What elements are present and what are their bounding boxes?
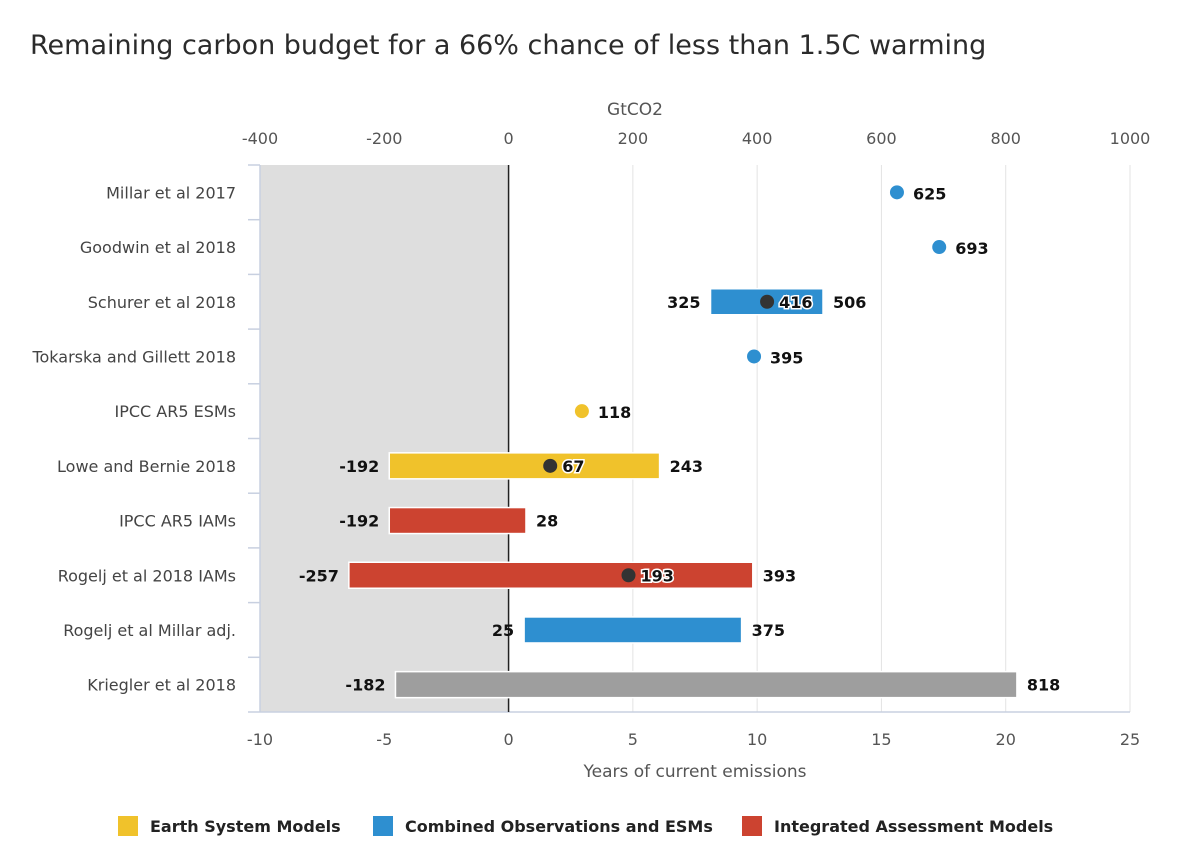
top-tick-label: 800 bbox=[990, 129, 1021, 148]
central-value-label: 193 bbox=[641, 566, 674, 585]
chart-title: Remaining carbon budget for a 66% chance… bbox=[30, 30, 986, 61]
bottom-tick-label: -10 bbox=[247, 730, 273, 749]
range-bar bbox=[388, 452, 661, 480]
bottom-tick-label: 25 bbox=[1120, 730, 1140, 749]
category-label: Tokarska and Gillett 2018 bbox=[31, 347, 236, 366]
top-tick-label: 400 bbox=[742, 129, 773, 148]
top-tick-label: 600 bbox=[866, 129, 897, 148]
high-value-label: 818 bbox=[1027, 676, 1060, 695]
bottom-tick-label: 5 bbox=[628, 730, 638, 749]
central-value-label: 416 bbox=[779, 293, 812, 312]
legend: Earth System Models Combined Observations… bbox=[118, 816, 1053, 836]
category-label: IPCC AR5 ESMs bbox=[114, 402, 236, 421]
point-value-label: 693 bbox=[955, 239, 988, 258]
bottom-axis-title: Years of current emissions bbox=[583, 762, 807, 782]
point-value-label: 625 bbox=[913, 184, 946, 203]
low-value-label: 325 bbox=[667, 293, 700, 312]
plot-area: -400 -200 0 200 400 600 800 1000 GtCO2 -10 -5 0 5 10 1… bbox=[31, 100, 1150, 782]
legend-label: Combined Observations and ESMs bbox=[405, 817, 713, 836]
central-estimate-marker bbox=[543, 458, 558, 473]
top-tick-label: -200 bbox=[366, 129, 402, 148]
category-label: Rogelj et al Millar adj. bbox=[63, 621, 236, 640]
bottom-tick-label: 10 bbox=[747, 730, 767, 749]
legend-swatch bbox=[118, 816, 138, 836]
bottom-tick-label: -5 bbox=[376, 730, 392, 749]
top-tick-label: 200 bbox=[618, 129, 649, 148]
legend-label: Integrated Assessment Models bbox=[774, 817, 1053, 836]
point-marker bbox=[932, 240, 947, 255]
high-value-label: 393 bbox=[763, 566, 796, 585]
negative-budget-region bbox=[260, 165, 509, 712]
category-label: Kriegler et al 2018 bbox=[87, 676, 236, 695]
low-value-label: -192 bbox=[339, 457, 379, 476]
category-label: Goodwin et al 2018 bbox=[80, 238, 236, 257]
top-axis-title: GtCO2 bbox=[607, 100, 663, 120]
category-label: IPCC AR5 IAMs bbox=[119, 512, 236, 531]
low-value-label: -257 bbox=[299, 566, 339, 585]
top-tick-label: -400 bbox=[242, 129, 278, 148]
bottom-tick-label: 15 bbox=[871, 730, 891, 749]
range-bar bbox=[394, 670, 1018, 699]
category-label: Rogelj et al 2018 IAMs bbox=[58, 566, 236, 585]
point-value-label: 395 bbox=[770, 348, 803, 367]
top-tick-label: 0 bbox=[503, 129, 513, 148]
category-label: Lowe and Bernie 2018 bbox=[57, 457, 236, 476]
point-marker bbox=[747, 349, 762, 364]
category-label: Schurer et al 2018 bbox=[88, 293, 236, 312]
high-value-label: 28 bbox=[536, 512, 558, 531]
legend-swatch bbox=[373, 816, 393, 836]
range-bar bbox=[388, 506, 527, 535]
range-bar bbox=[523, 616, 743, 644]
low-value-label: 25 bbox=[492, 621, 514, 640]
point-marker bbox=[889, 185, 904, 200]
point-marker bbox=[574, 404, 589, 419]
range-bar bbox=[348, 561, 754, 589]
central-estimate-marker bbox=[760, 294, 775, 309]
central-estimate-marker bbox=[621, 568, 636, 583]
bottom-tick-label: 0 bbox=[503, 730, 513, 749]
central-value-label: 67 bbox=[562, 457, 584, 476]
legend-swatch bbox=[742, 816, 762, 836]
bottom-tick-label: 20 bbox=[996, 730, 1016, 749]
low-value-label: -192 bbox=[339, 512, 379, 531]
top-tick-label: 1000 bbox=[1110, 129, 1151, 148]
low-value-label: -182 bbox=[345, 676, 385, 695]
category-label: Millar et al 2017 bbox=[106, 183, 236, 202]
point-value-label: 118 bbox=[598, 403, 631, 422]
legend-label: Earth System Models bbox=[150, 817, 341, 836]
high-value-label: 375 bbox=[752, 621, 785, 640]
high-value-label: 243 bbox=[670, 457, 703, 476]
high-value-label: 506 bbox=[833, 293, 866, 312]
